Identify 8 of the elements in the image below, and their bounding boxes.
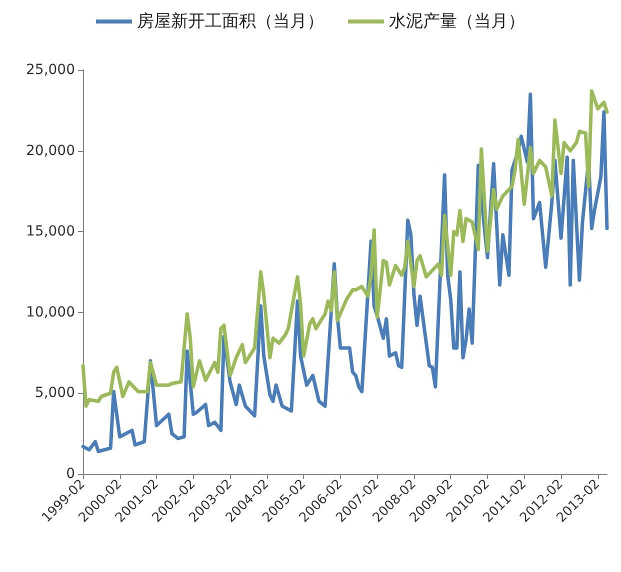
y-tick-label: 10,000: [26, 304, 75, 320]
y-tick-label: 25,000: [26, 62, 75, 78]
y-tick-label: 0: [66, 466, 75, 482]
y-tick-label: 15,000: [26, 224, 75, 240]
legend-label: 房屋新开工面积（当月）: [137, 12, 324, 32]
legend-label: 水泥产量（当月）: [389, 12, 525, 32]
y-tick-label: 20,000: [26, 142, 75, 159]
y-tick-label: 5,000: [34, 385, 75, 402]
